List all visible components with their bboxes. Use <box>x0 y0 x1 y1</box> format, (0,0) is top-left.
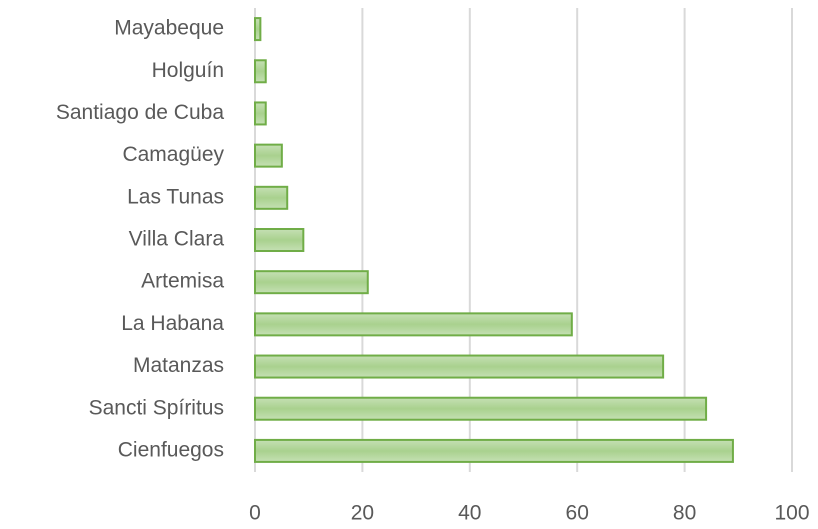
y-tick-label: Matanzas <box>133 354 224 377</box>
bar <box>254 354 665 379</box>
x-tick-label: 80 <box>673 502 696 525</box>
bar <box>254 228 305 252</box>
y-tick-label: Santiago de Cuba <box>56 101 224 124</box>
bar <box>254 143 283 168</box>
x-tick-label: 60 <box>566 502 589 525</box>
y-tick-label: Villa Clara <box>129 228 225 251</box>
x-tick-label: 100 <box>774 502 809 525</box>
y-tick-label: Camagüey <box>122 143 224 166</box>
x-tick-label: 40 <box>458 502 481 525</box>
y-tick-label: La Habana <box>121 312 224 335</box>
y-tick-label: Sancti Spíritus <box>89 396 224 419</box>
bar <box>254 312 573 337</box>
y-tick-label: Mayabeque <box>114 17 224 40</box>
x-tick-label: 0 <box>249 502 261 525</box>
bar <box>254 17 262 42</box>
bar <box>254 101 267 126</box>
y-tick-label: Holguín <box>152 59 224 82</box>
bar <box>254 185 289 210</box>
y-tick-label: Cienfuegos <box>118 438 224 461</box>
bar <box>254 59 267 84</box>
bar <box>254 396 708 421</box>
y-tick-label: Las Tunas <box>127 185 224 208</box>
y-tick-label: Artemisa <box>141 270 224 293</box>
x-tick-label: 20 <box>351 502 374 525</box>
bar <box>254 270 369 295</box>
bar <box>254 438 734 463</box>
